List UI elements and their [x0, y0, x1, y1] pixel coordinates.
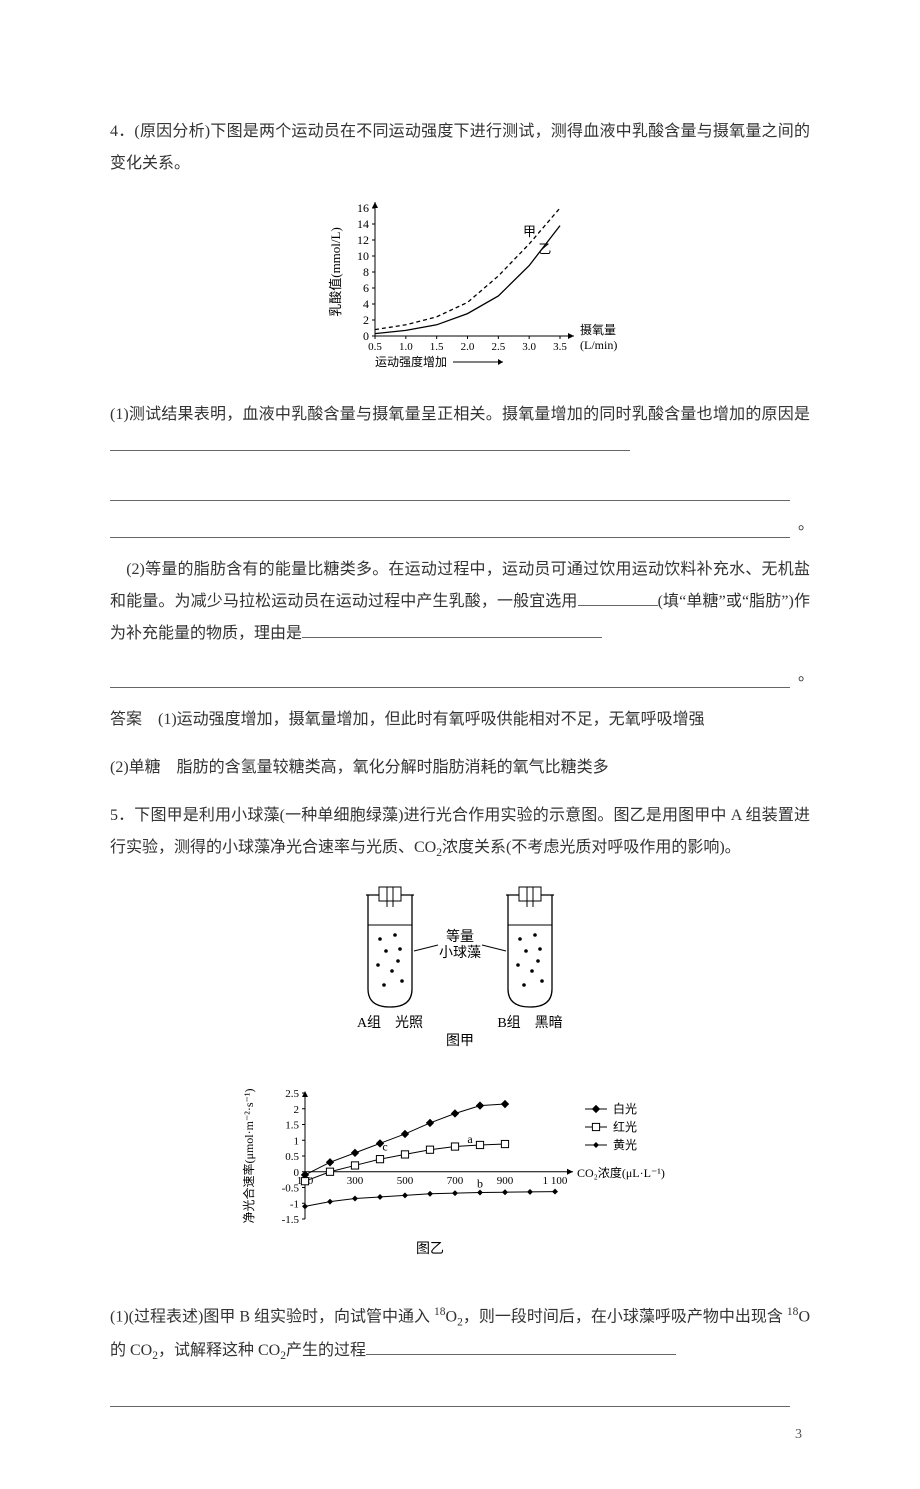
svg-text:900: 900 — [497, 1175, 514, 1187]
svg-text:乙: 乙 — [538, 242, 551, 257]
q4-sub2: (2)等量的脂肪含有的能量比糖类多。在运动过程中，运动员可通过饮用运动饮料补充水… — [110, 554, 810, 650]
svg-text:16: 16 — [357, 201, 369, 215]
svg-text:乳酸值(mmol/L): 乳酸值(mmol/L) — [328, 227, 343, 317]
q4-stem: 4．(原因分析)下图是两个运动员在不同运动强度下进行测试，测得血液中乳酸含量与摄… — [110, 116, 810, 180]
ans-label: 答案 — [110, 711, 158, 728]
svg-text:摄氧量: 摄氧量 — [580, 322, 616, 337]
svg-text:3.5: 3.5 — [553, 341, 567, 353]
q4-answer: 答案 (1)运动强度增加，摄氧量增加，但此时有氧呼吸供能相对不足，无氧呼吸增强 — [110, 704, 810, 736]
period: 。 — [798, 660, 814, 692]
svg-text:14: 14 — [357, 217, 369, 231]
t: 产生的过程 — [286, 1342, 366, 1359]
iso: 18 — [787, 1306, 799, 1318]
svg-text:等量: 等量 — [446, 928, 474, 945]
svg-text:2.5: 2.5 — [285, 1088, 299, 1100]
svg-text:-1.5: -1.5 — [282, 1214, 300, 1226]
q4-chart: 02468101214160.51.01.52.02.53.03.5乳酸值(mm… — [110, 196, 810, 383]
svg-text:500: 500 — [397, 1175, 414, 1187]
svg-text:黄光: 黄光 — [613, 1138, 637, 1152]
blank — [578, 590, 658, 606]
svg-text:4: 4 — [363, 297, 369, 311]
svg-text:图甲: 图甲 — [446, 1034, 474, 1049]
svg-text:2: 2 — [294, 1104, 300, 1116]
svg-text:-1: -1 — [290, 1199, 299, 1211]
t: ，则一段时间后，在小球藻呼吸产物中出现含 — [463, 1309, 787, 1326]
svg-text:小球藻: 小球藻 — [439, 945, 481, 961]
svg-text:6: 6 — [363, 281, 369, 295]
q5-fig2: -1.5-1-0.500.511.522.51003005007009001 1… — [110, 1073, 810, 1285]
blank-line — [110, 515, 790, 537]
blank-line — [110, 479, 790, 501]
blank — [110, 435, 630, 451]
blank-line — [110, 666, 790, 688]
svg-text:2: 2 — [363, 313, 369, 327]
t: (1)(过程表述)图甲 B 组实验时，向试管中通入 — [110, 1309, 434, 1326]
svg-text:甲: 甲 — [523, 224, 536, 239]
svg-text:1.0: 1.0 — [399, 341, 413, 353]
q5-stem: 5．下图甲是利用小球藻(一种单细胞绿藻)进行光合作用实验的示意图。图乙是用图甲中… — [110, 800, 810, 865]
q4-ans1: (1)运动强度增加，摄氧量增加，但此时有氧呼吸供能相对不足，无氧呼吸增强 — [158, 711, 705, 728]
q5-fig1: 等量小球藻 A组 光照 B组 黑暗图甲 — [110, 881, 810, 1063]
svg-text:b: b — [477, 1177, 483, 1191]
svg-text:B组 黑暗: B组 黑暗 — [497, 1015, 562, 1031]
q4-sub1-text: (1)测试结果表明，血液中乳酸含量与摄氧量呈正相关。摄氧量增加的同时乳酸含量也增… — [110, 406, 810, 423]
t: ，试解释这种 CO — [158, 1342, 280, 1359]
svg-text:2.5: 2.5 — [491, 341, 505, 353]
blank — [302, 622, 602, 638]
q4-ans2: (2)单糖 脂肪的含氢量较糖类高，氧化分解时脂肪消耗的氧气比糖类多 — [110, 752, 810, 784]
svg-text:12: 12 — [357, 233, 369, 247]
blank-line — [110, 1384, 790, 1406]
svg-text:CO₂浓度(μL·L⁻¹): CO₂浓度(μL·L⁻¹) — [577, 1165, 665, 1180]
svg-text:a: a — [467, 1133, 473, 1147]
svg-text:1.5: 1.5 — [285, 1120, 299, 1132]
t: 的 CO — [110, 1342, 152, 1359]
svg-text:图乙: 图乙 — [416, 1241, 444, 1257]
svg-text:0.5: 0.5 — [368, 341, 382, 353]
svg-text:(L/min): (L/min) — [580, 338, 617, 352]
svg-text:8: 8 — [363, 265, 369, 279]
svg-text:3.0: 3.0 — [522, 341, 536, 353]
svg-text:0.5: 0.5 — [285, 1151, 299, 1163]
svg-text:1: 1 — [294, 1136, 300, 1148]
svg-text:红光: 红光 — [613, 1119, 637, 1134]
q4-sub1: (1)测试结果表明，血液中乳酸含量与摄氧量呈正相关。摄氧量增加的同时乳酸含量也增… — [110, 399, 810, 463]
svg-text:1.5: 1.5 — [430, 341, 444, 353]
period: 。 — [798, 509, 814, 541]
iso: 18 — [434, 1306, 446, 1318]
svg-text:300: 300 — [347, 1175, 364, 1187]
page-number: 3 — [110, 1421, 810, 1449]
svg-text:c: c — [382, 1140, 387, 1154]
svg-text:10: 10 — [357, 249, 369, 263]
svg-text:2.0: 2.0 — [461, 341, 475, 353]
q5-stem-b: 浓度关系(不考虑光质对呼吸作用的影响)。 — [442, 839, 741, 856]
blank — [366, 1339, 676, 1355]
svg-text:1 100: 1 100 — [543, 1175, 568, 1187]
q5-sub1: (1)(过程表述)图甲 B 组实验时，向试管中通入 18O2，则一段时间后，在小… — [110, 1301, 810, 1368]
svg-text:运动强度增加: 运动强度增加 — [375, 354, 447, 369]
svg-text:A组 光照: A组 光照 — [357, 1015, 423, 1031]
svg-text:净光合速率(μmol·m⁻²·s⁻¹): 净光合速率(μmol·m⁻²·s⁻¹) — [241, 1089, 256, 1224]
svg-text:白光: 白光 — [613, 1101, 637, 1116]
svg-text:700: 700 — [447, 1175, 464, 1187]
